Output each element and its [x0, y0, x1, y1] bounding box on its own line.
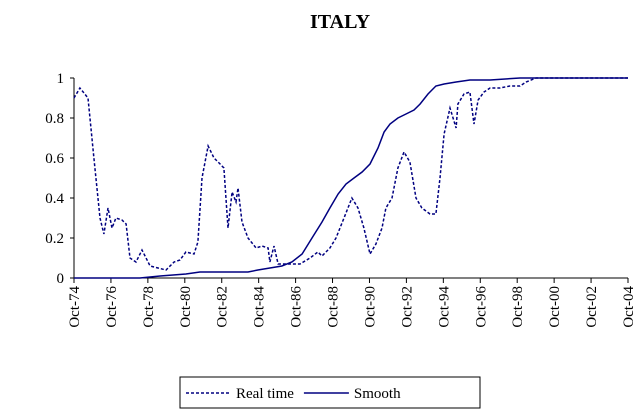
- legend-label: Smooth: [354, 386, 401, 402]
- x-tick-label: Oct-82: [215, 286, 231, 328]
- x-tick-label: Oct-86: [289, 286, 305, 328]
- series-line: [74, 77, 628, 279]
- series-line: [73, 77, 628, 271]
- x-tick-label: Oct-02: [584, 286, 600, 328]
- x-tick-label: Oct-80: [178, 286, 194, 328]
- y-tick-label: 0.6: [45, 151, 64, 167]
- x-tick-label: Oct-74: [67, 286, 83, 328]
- x-tick-label: Oct-78: [141, 286, 157, 328]
- legend-box: [179, 376, 481, 409]
- y-tick-label: 0: [57, 271, 65, 287]
- x-tick-label: Oct-00: [547, 286, 563, 328]
- legend-label: Real time: [236, 386, 294, 402]
- x-tick-label: Oct-90: [362, 286, 378, 328]
- y-tick-label: 0.2: [45, 231, 64, 247]
- x-tick-label: Oct-76: [104, 286, 120, 328]
- y-tick-label: 1: [57, 71, 65, 87]
- y-tick-label: 0.4: [45, 191, 64, 207]
- x-tick-label: Oct-04: [621, 286, 633, 328]
- chart-title: ITALY: [310, 11, 371, 33]
- x-tick-label: Oct-98: [510, 286, 526, 328]
- x-tick-label: Oct-94: [436, 286, 452, 328]
- x-tick-label: Oct-84: [252, 286, 268, 328]
- x-tick-label: Oct-92: [399, 286, 415, 328]
- y-tick-label: 0.8: [45, 111, 64, 127]
- x-tick-label: Oct-88: [326, 286, 342, 328]
- x-tick-label: Oct-96: [473, 286, 489, 328]
